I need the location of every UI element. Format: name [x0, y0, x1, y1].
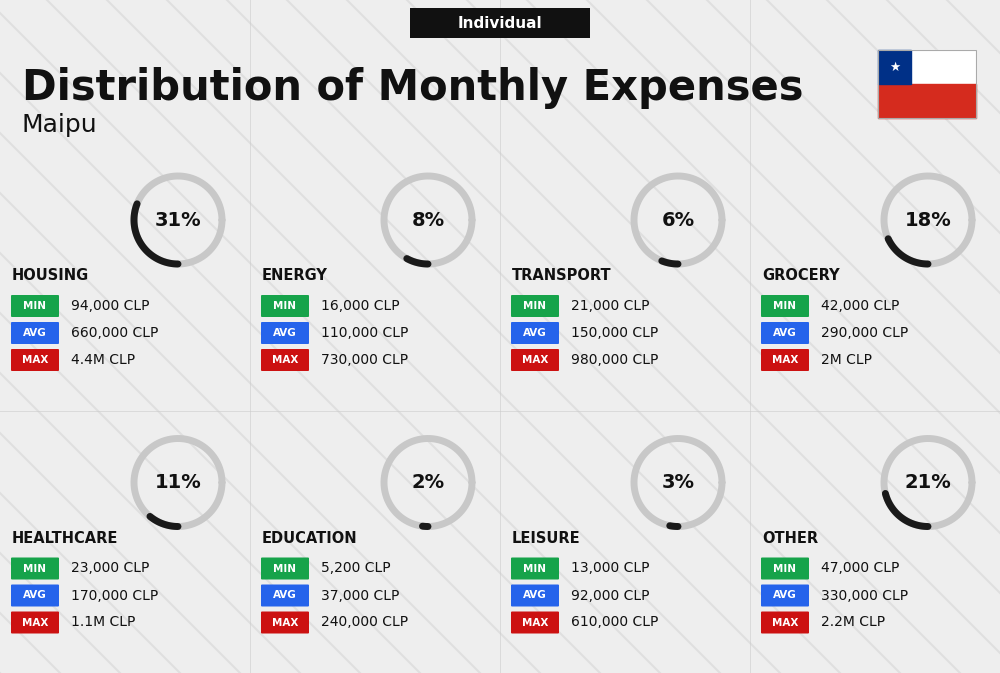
FancyBboxPatch shape: [261, 557, 309, 579]
Text: MIN: MIN: [524, 301, 546, 311]
Text: 610,000 CLP: 610,000 CLP: [571, 616, 658, 629]
Text: 2.2M CLP: 2.2M CLP: [821, 616, 885, 629]
FancyBboxPatch shape: [511, 612, 559, 633]
Text: AVG: AVG: [523, 328, 547, 338]
Text: MAX: MAX: [772, 618, 798, 627]
FancyBboxPatch shape: [410, 8, 590, 38]
Text: 110,000 CLP: 110,000 CLP: [321, 326, 408, 340]
Text: TRANSPORT: TRANSPORT: [512, 269, 612, 283]
Text: AVG: AVG: [773, 328, 797, 338]
Text: 11%: 11%: [155, 473, 201, 492]
Text: 16,000 CLP: 16,000 CLP: [321, 299, 400, 313]
Text: 18%: 18%: [905, 211, 951, 229]
Text: MAX: MAX: [272, 355, 298, 365]
Text: MIN: MIN: [274, 301, 296, 311]
Text: MAX: MAX: [22, 355, 48, 365]
Text: AVG: AVG: [23, 328, 47, 338]
Bar: [878, 50, 911, 84]
FancyBboxPatch shape: [261, 295, 309, 317]
Text: MAX: MAX: [22, 618, 48, 627]
Text: 21,000 CLP: 21,000 CLP: [571, 299, 650, 313]
Text: MAX: MAX: [522, 355, 548, 365]
Text: 2%: 2%: [411, 473, 445, 492]
FancyBboxPatch shape: [761, 584, 809, 606]
FancyBboxPatch shape: [511, 557, 559, 579]
Text: MIN: MIN: [774, 563, 796, 573]
Bar: [878, 50, 976, 84]
Text: 1.1M CLP: 1.1M CLP: [71, 616, 135, 629]
Text: AVG: AVG: [23, 590, 47, 600]
Text: MAX: MAX: [772, 355, 798, 365]
Text: 240,000 CLP: 240,000 CLP: [321, 616, 408, 629]
Text: 660,000 CLP: 660,000 CLP: [71, 326, 158, 340]
FancyBboxPatch shape: [11, 557, 59, 579]
Text: 5,200 CLP: 5,200 CLP: [321, 561, 391, 575]
Text: 37,000 CLP: 37,000 CLP: [321, 588, 399, 602]
Text: MIN: MIN: [24, 563, 46, 573]
Text: ★: ★: [889, 61, 900, 73]
FancyBboxPatch shape: [761, 612, 809, 633]
Text: OTHER: OTHER: [762, 531, 818, 546]
Text: 31%: 31%: [155, 211, 201, 229]
Text: AVG: AVG: [273, 328, 297, 338]
FancyBboxPatch shape: [761, 322, 809, 344]
FancyBboxPatch shape: [11, 295, 59, 317]
FancyBboxPatch shape: [761, 295, 809, 317]
FancyBboxPatch shape: [11, 584, 59, 606]
FancyBboxPatch shape: [761, 557, 809, 579]
FancyBboxPatch shape: [261, 612, 309, 633]
Text: 8%: 8%: [411, 211, 445, 229]
Text: GROCERY: GROCERY: [762, 269, 840, 283]
Text: 290,000 CLP: 290,000 CLP: [821, 326, 908, 340]
Text: 42,000 CLP: 42,000 CLP: [821, 299, 899, 313]
Bar: [878, 50, 976, 118]
FancyBboxPatch shape: [261, 322, 309, 344]
Text: 4.4M CLP: 4.4M CLP: [71, 353, 135, 367]
Text: 170,000 CLP: 170,000 CLP: [71, 588, 158, 602]
FancyBboxPatch shape: [511, 322, 559, 344]
Text: 730,000 CLP: 730,000 CLP: [321, 353, 408, 367]
FancyBboxPatch shape: [511, 295, 559, 317]
FancyBboxPatch shape: [261, 349, 309, 371]
Text: EDUCATION: EDUCATION: [262, 531, 358, 546]
Text: AVG: AVG: [273, 590, 297, 600]
Text: ENERGY: ENERGY: [262, 269, 328, 283]
Text: 6%: 6%: [661, 211, 695, 229]
Text: AVG: AVG: [773, 590, 797, 600]
Text: 2M CLP: 2M CLP: [821, 353, 872, 367]
Text: 21%: 21%: [905, 473, 951, 492]
Text: MAX: MAX: [272, 618, 298, 627]
Text: HEALTHCARE: HEALTHCARE: [12, 531, 118, 546]
FancyBboxPatch shape: [11, 349, 59, 371]
Text: AVG: AVG: [523, 590, 547, 600]
Text: HOUSING: HOUSING: [12, 269, 89, 283]
Text: 13,000 CLP: 13,000 CLP: [571, 561, 650, 575]
Text: 150,000 CLP: 150,000 CLP: [571, 326, 658, 340]
Text: Individual: Individual: [458, 15, 542, 30]
Text: 47,000 CLP: 47,000 CLP: [821, 561, 899, 575]
FancyBboxPatch shape: [11, 322, 59, 344]
Text: MAX: MAX: [522, 618, 548, 627]
FancyBboxPatch shape: [261, 584, 309, 606]
FancyBboxPatch shape: [511, 349, 559, 371]
Text: 94,000 CLP: 94,000 CLP: [71, 299, 150, 313]
Text: Distribution of Monthly Expenses: Distribution of Monthly Expenses: [22, 67, 804, 109]
Text: Maipu: Maipu: [22, 113, 98, 137]
Text: 92,000 CLP: 92,000 CLP: [571, 588, 650, 602]
Text: 23,000 CLP: 23,000 CLP: [71, 561, 149, 575]
Bar: [878, 84, 976, 118]
Text: MIN: MIN: [274, 563, 296, 573]
Text: MIN: MIN: [774, 301, 796, 311]
Text: LEISURE: LEISURE: [512, 531, 581, 546]
Text: 980,000 CLP: 980,000 CLP: [571, 353, 658, 367]
FancyBboxPatch shape: [761, 349, 809, 371]
FancyBboxPatch shape: [11, 612, 59, 633]
Text: MIN: MIN: [24, 301, 46, 311]
FancyBboxPatch shape: [511, 584, 559, 606]
Text: 330,000 CLP: 330,000 CLP: [821, 588, 908, 602]
Text: MIN: MIN: [524, 563, 546, 573]
Text: 3%: 3%: [662, 473, 694, 492]
